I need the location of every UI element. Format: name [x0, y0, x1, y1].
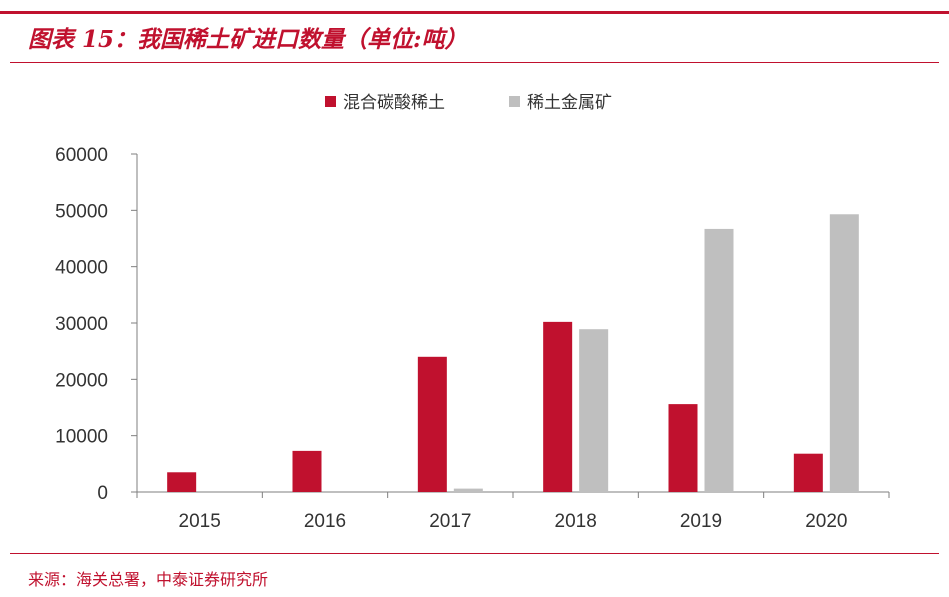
- bar-series-2-2019: [704, 228, 734, 492]
- figure-title: 图表 15：我国稀土矿进口数量（单位:吨）: [28, 26, 468, 53]
- legend-label-1: 混合碳酸稀土: [343, 93, 445, 113]
- bar-series-1-2016: [292, 450, 322, 492]
- bottom-rule: [10, 553, 939, 554]
- x-tick-label: 2018: [555, 511, 597, 532]
- y-tick-label: 50000: [55, 201, 108, 222]
- title-rule: [10, 62, 939, 63]
- bar-series-2-2017: [453, 488, 483, 492]
- top-rule: [0, 11, 949, 14]
- x-tick-label: 2019: [680, 511, 722, 532]
- bars: [167, 214, 859, 492]
- y-tick-label: 0: [97, 483, 108, 504]
- x-tick-label: 2020: [805, 511, 847, 532]
- x-axis: 2015 2016 2017 2018 2019 2020: [136, 491, 890, 532]
- bar-series-1-2015: [167, 472, 197, 492]
- bar-series-2-2018: [579, 329, 609, 492]
- legend: 混合碳酸稀土 稀土金属矿: [325, 93, 612, 113]
- legend-label-2: 稀土金属矿: [527, 93, 612, 113]
- bar-series-1-2019: [668, 404, 698, 492]
- x-tick-label: 2015: [179, 511, 221, 532]
- bar-series-1-2018: [543, 321, 573, 492]
- bar-series-1-2017: [417, 356, 447, 492]
- bar-series-1-2020: [793, 453, 823, 492]
- y-tick-label: 30000: [55, 314, 108, 335]
- bar-chart: 混合碳酸稀土 稀土金属矿 0 10000 20000 30000 40000 50000 60…: [55, 93, 890, 532]
- y-tick-label: 60000: [55, 145, 108, 166]
- y-axis: 0 10000 20000 30000 40000 50000 60000: [55, 145, 138, 504]
- y-tick-label: 40000: [55, 258, 108, 279]
- x-tick-label: 2017: [429, 511, 471, 532]
- source-note: 来源：海关总署，中泰证券研究所: [28, 570, 269, 589]
- legend-swatch-2: [509, 96, 520, 107]
- bar-series-2-2020: [829, 214, 859, 492]
- legend-swatch-1: [325, 96, 336, 107]
- y-tick-label: 20000: [55, 370, 108, 391]
- x-tick-label: 2016: [304, 511, 346, 532]
- y-tick-label: 10000: [55, 427, 108, 448]
